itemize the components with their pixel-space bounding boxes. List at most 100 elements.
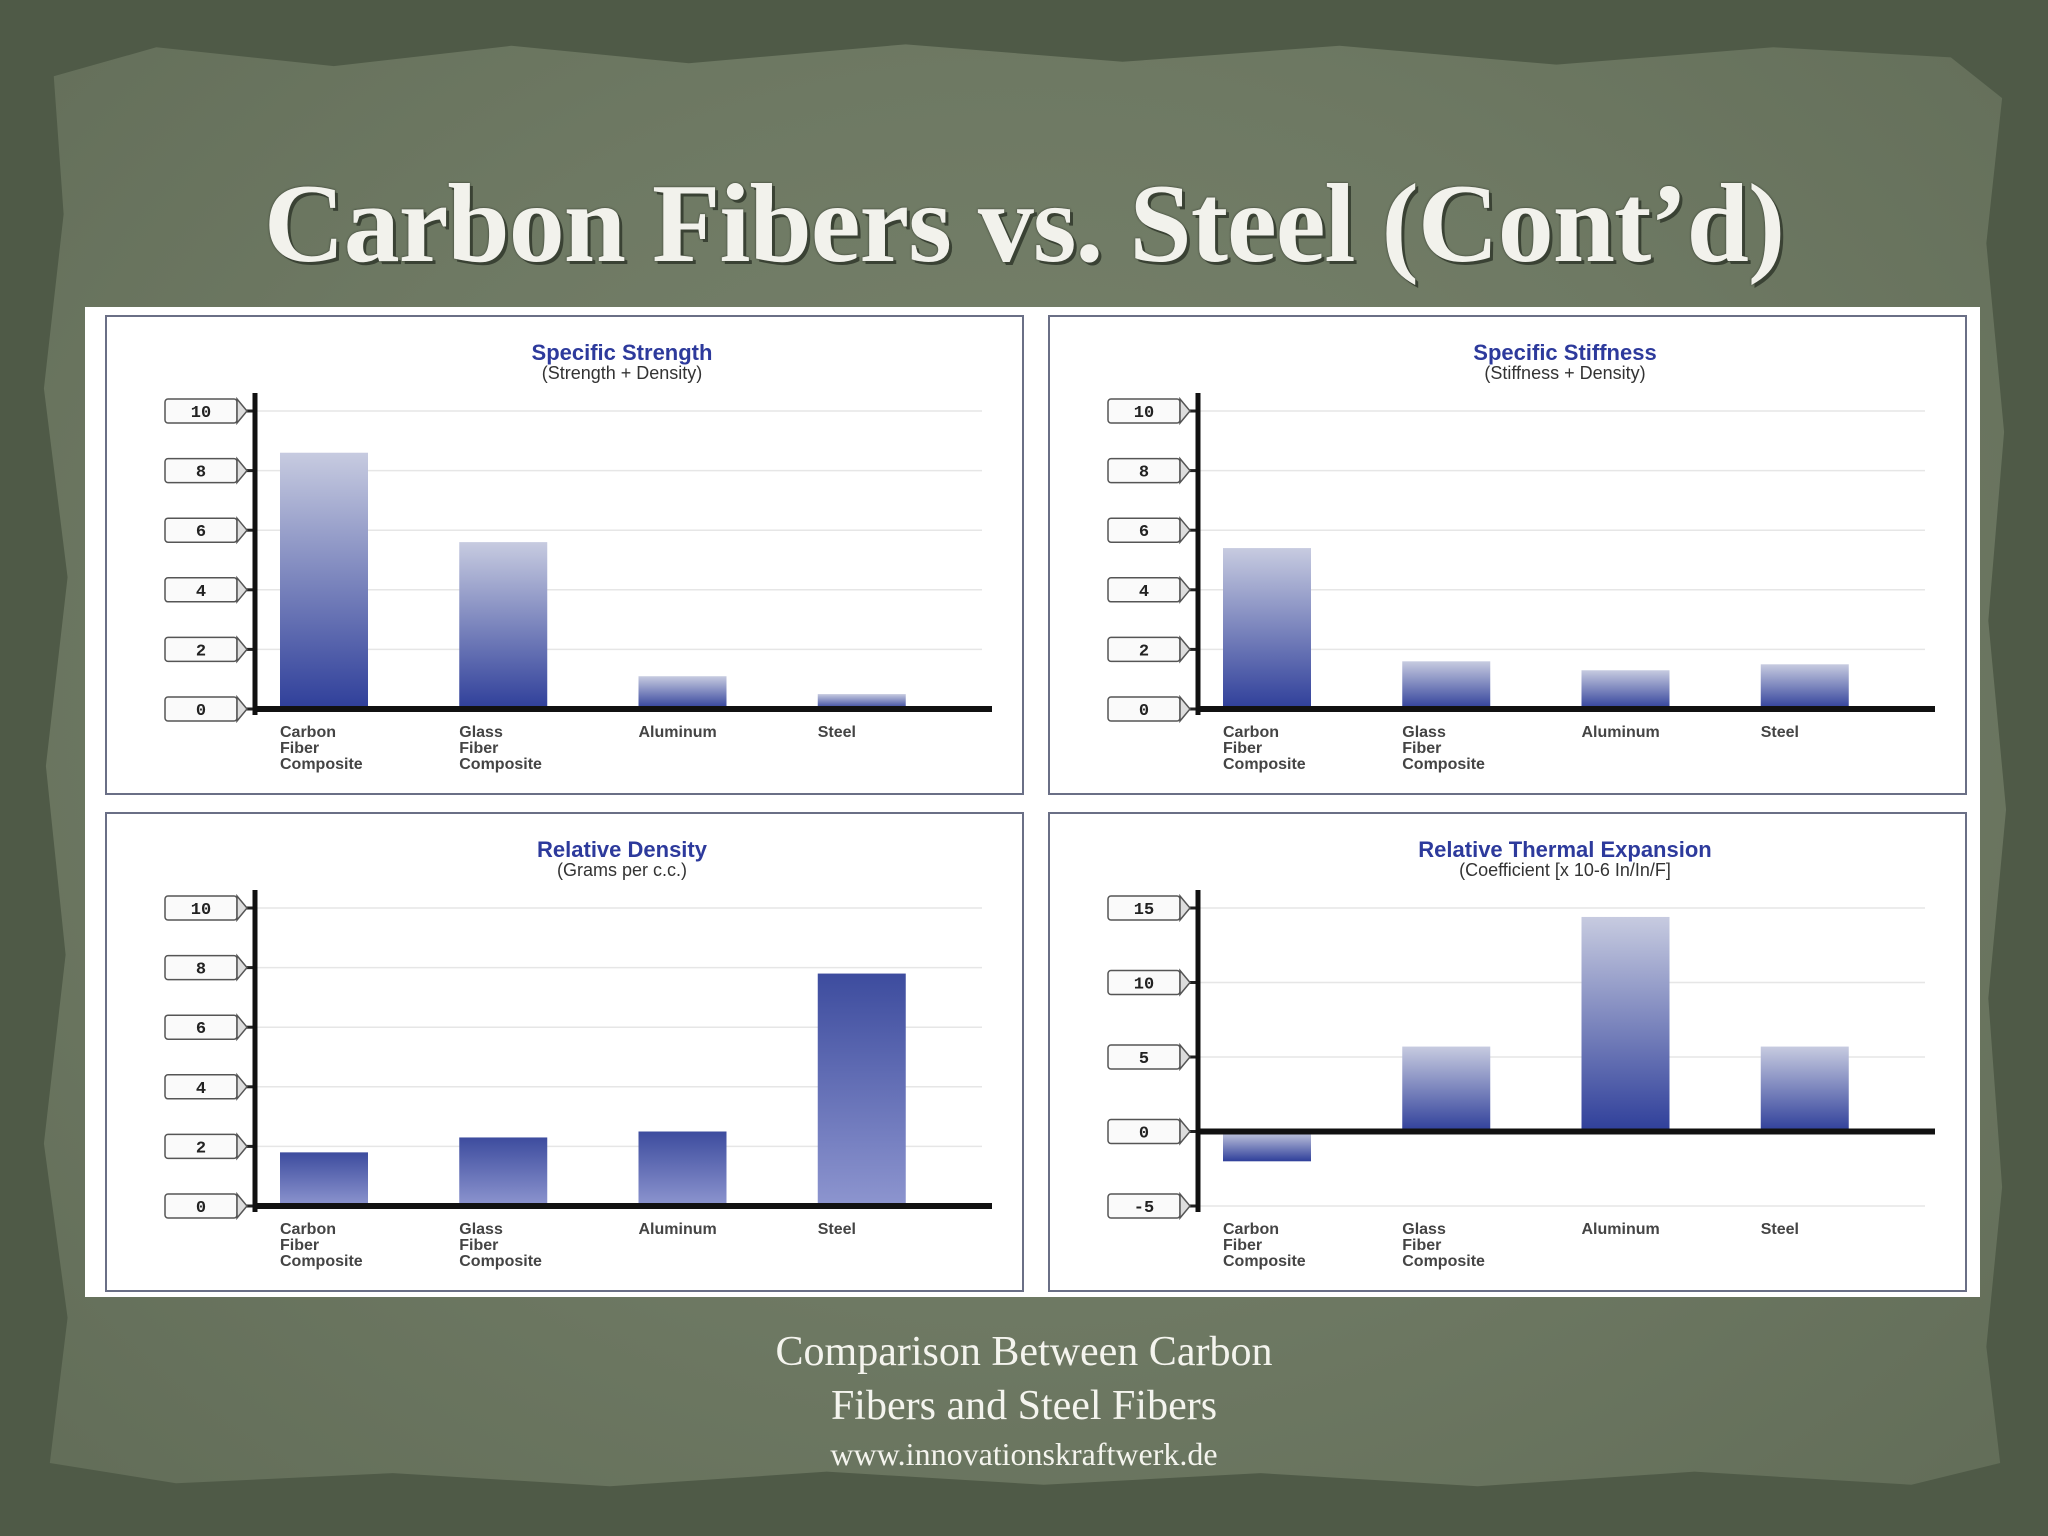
category-label: Fiber — [459, 740, 498, 757]
category-label: Aluminum — [1582, 1221, 1660, 1238]
tick-label: 6 — [196, 1020, 206, 1039]
tick-label: 0 — [196, 1199, 206, 1218]
tick-label-arrow — [236, 516, 248, 545]
category-label: Glass — [459, 724, 503, 741]
bar — [280, 1152, 368, 1206]
tick-label: 4 — [196, 1080, 206, 1099]
tick-label-arrow — [236, 1191, 248, 1221]
charts-panel: Specific Strength (Strength + Density) 0 2 4… — [85, 307, 1980, 1297]
caption-line-2: Fibers and Steel Fibers — [830, 1383, 1218, 1429]
category-label: Fiber — [280, 1237, 319, 1254]
tick-label-arrow — [1179, 1191, 1191, 1221]
chart-svg: Specific Strength(Strength + Density) 0 2 4… — [164, 340, 992, 773]
slide-title: Carbon Fibers vs. Steel (Cont’d) — [263, 162, 1785, 286]
chart-svg: Specific Stiffness(Stiffness + Density) 0… — [1107, 340, 1935, 773]
chart-specific-strength: Specific Strength (Strength + Density) 0 2 4… — [105, 315, 1024, 795]
tick-label-arrow — [236, 396, 248, 426]
tick-label-arrow — [1179, 635, 1191, 664]
tick-label-arrow — [236, 456, 248, 485]
category-label: Fiber — [1223, 740, 1262, 757]
tick-label-arrow — [1179, 516, 1191, 545]
chart-subtitle: (Stiffness + Density) — [1484, 363, 1645, 383]
tick-label: 2 — [1139, 642, 1149, 661]
bar — [1581, 916, 1670, 1132]
tick-label: 0 — [196, 702, 206, 721]
chart-subtitle: (Strength + Density) — [542, 363, 703, 383]
category-label: Fiber — [459, 1237, 498, 1254]
bar — [817, 694, 906, 709]
tick-label-arrow — [1179, 1042, 1191, 1072]
category-label: Aluminum — [639, 724, 717, 741]
chart-title: Relative Density — [537, 837, 708, 862]
tick-label: 2 — [196, 642, 206, 661]
category-label: Carbon — [280, 724, 336, 741]
category-label: Composite — [1223, 1253, 1306, 1270]
tick-label: 8 — [196, 464, 206, 483]
category-label: Composite — [1402, 756, 1485, 773]
bar — [1760, 1046, 1849, 1132]
tick-label: 0 — [1139, 1125, 1149, 1144]
tick-label-arrow — [236, 575, 248, 604]
tick-label: 0 — [1139, 702, 1149, 721]
category-label: Glass — [459, 1221, 503, 1238]
tick-label: 2 — [196, 1139, 206, 1158]
chart-relative-density: Relative Density (Grams per c.c.) 0 2 4 6 8 10 C… — [105, 812, 1024, 1292]
category-label: Fiber — [1402, 1237, 1441, 1254]
tick-label-arrow — [1179, 396, 1191, 426]
category-label: Steel — [1761, 724, 1799, 741]
category-label: Composite — [280, 756, 363, 773]
tick-label-arrow — [1179, 1117, 1191, 1146]
bar — [638, 1131, 727, 1206]
category-label: Composite — [280, 1253, 363, 1270]
tick-label: 15 — [1134, 901, 1154, 920]
chart-title: Relative Thermal Expansion — [1418, 837, 1711, 862]
tick-label: 4 — [1139, 583, 1149, 602]
category-label: Composite — [1402, 1253, 1485, 1270]
tick-label: 8 — [196, 961, 206, 980]
bar — [1402, 1046, 1491, 1132]
chart-svg: Relative Density(Grams per c.c.) 0 2 4 6 8 10 C… — [164, 837, 992, 1270]
bar — [1223, 548, 1311, 709]
tick-label-arrow — [236, 694, 248, 724]
tick-label: -5 — [1134, 1199, 1154, 1218]
bar — [459, 542, 548, 709]
bar — [1581, 670, 1670, 709]
category-label: Steel — [818, 724, 856, 741]
category-label: Aluminum — [1582, 724, 1660, 741]
tick-label-arrow — [1179, 575, 1191, 604]
tick-label: 10 — [1134, 404, 1154, 423]
caption-line-1: Comparison Between Carbon — [775, 1329, 1273, 1375]
tick-label-arrow — [236, 635, 248, 664]
category-label: Glass — [1402, 724, 1446, 741]
category-label: Fiber — [280, 740, 319, 757]
category-label: Composite — [1223, 756, 1306, 773]
category-label: Fiber — [1402, 740, 1441, 757]
tick-label-arrow — [236, 1072, 248, 1101]
tick-label-arrow — [1179, 694, 1191, 724]
tick-label: 6 — [1139, 523, 1149, 542]
chart-svg: Relative Thermal Expansion(Coefficient [… — [1107, 837, 1935, 1270]
category-label: Steel — [1761, 1221, 1799, 1238]
tick-label-arrow — [236, 1132, 248, 1161]
bar — [638, 676, 727, 709]
chart-specific-stiffness: Specific Stiffness (Stiffness + Density) 0… — [1048, 315, 1967, 795]
bar — [817, 973, 906, 1206]
chart-title: Specific Stiffness — [1473, 340, 1656, 365]
bar — [1402, 661, 1491, 709]
tick-label-arrow — [236, 893, 248, 923]
tick-label: 10 — [191, 404, 211, 423]
category-label: Glass — [1402, 1221, 1446, 1238]
tick-label: 4 — [196, 583, 206, 602]
bar — [1760, 664, 1849, 709]
chart-subtitle: (Coefficient [x 10-6 In/In/F] — [1459, 860, 1671, 880]
category-label: Steel — [818, 1221, 856, 1238]
tick-label: 8 — [1139, 464, 1149, 483]
tick-label: 10 — [1134, 976, 1154, 995]
chart-subtitle: (Grams per c.c.) — [557, 860, 687, 880]
tick-label-arrow — [236, 1013, 248, 1042]
tick-label: 6 — [196, 523, 206, 542]
bar — [1223, 1131, 1311, 1162]
category-label: Carbon — [1223, 724, 1279, 741]
caption-url: www.innovationskraftwerk.de — [830, 1436, 1218, 1472]
bar — [459, 1137, 548, 1206]
